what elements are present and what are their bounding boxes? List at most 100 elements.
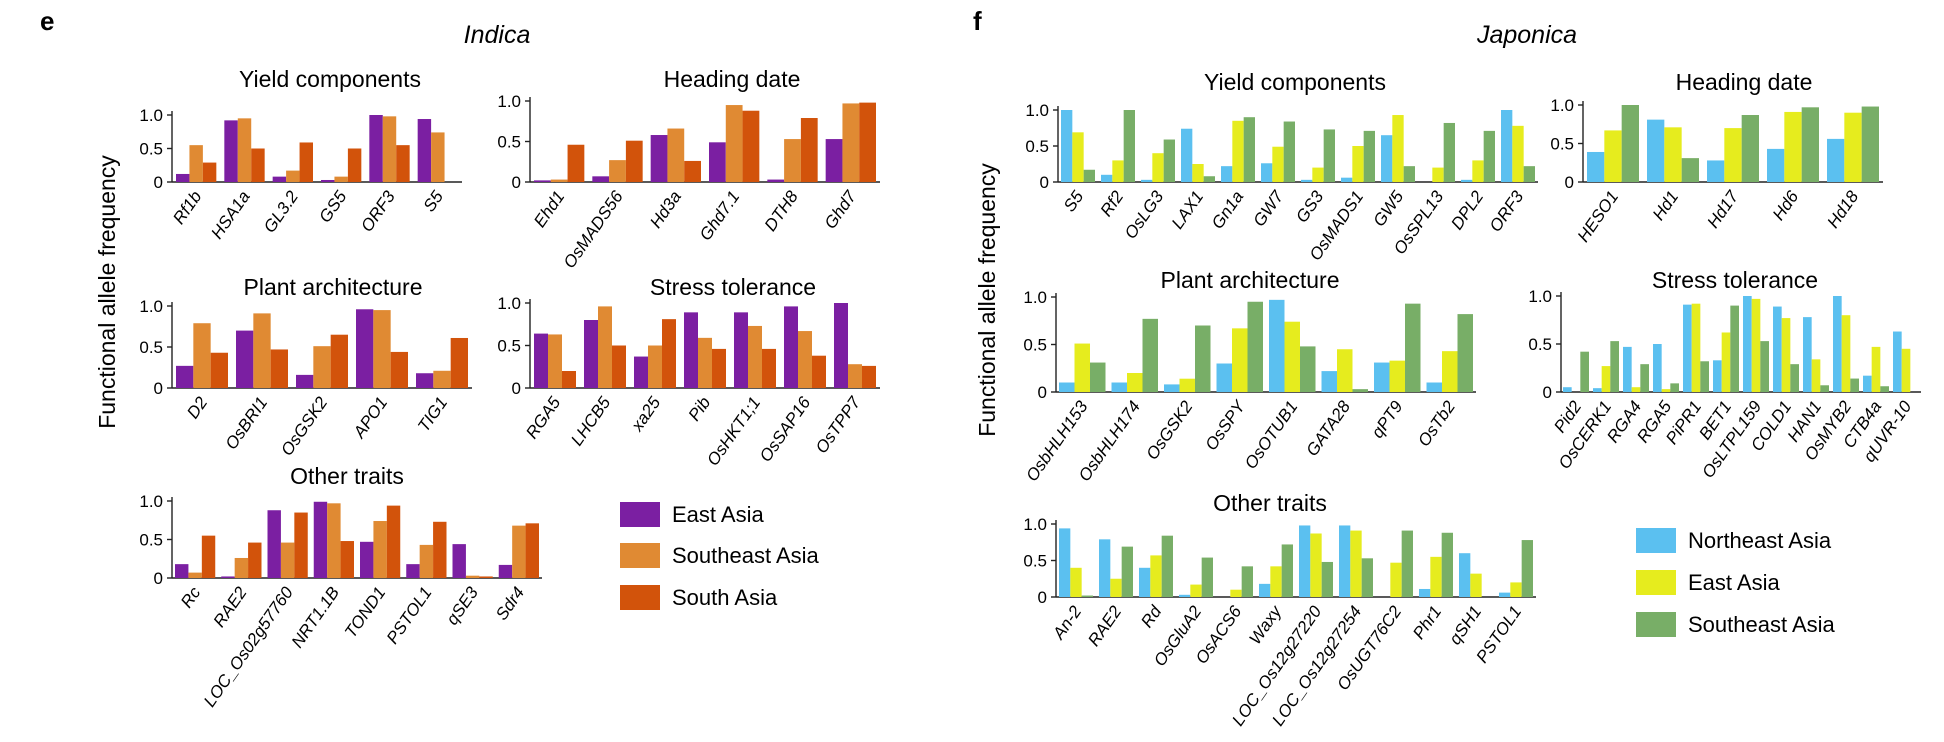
bar-ostpp7-south-asia — [862, 365, 876, 388]
bar-qpt9-east-asia — [1389, 360, 1405, 392]
bar-hd1-east-asia — [1664, 127, 1682, 182]
x-tick-label: LHCB5 — [567, 393, 614, 449]
legend-swatch-east-asia — [620, 502, 660, 527]
bar-oshkt1-1-south-asia — [762, 348, 776, 388]
bar-tig1-southeast-asia — [433, 370, 451, 388]
bar-gl3-2-southeast-asia — [286, 170, 300, 182]
chart-title: Plant architecture — [244, 274, 423, 300]
chart-e-yield-components: Yield components 0 0.5 1.0 Rf1b HSA1a GL3.2 GS5… — [139, 66, 462, 242]
x-tick-label: Rf2 — [1097, 187, 1128, 220]
y-tick-label: 0 — [1038, 383, 1047, 402]
panel-label-f: f — [973, 6, 982, 36]
bar-osugt76c2-southeast-asia — [1401, 530, 1413, 597]
bar-rga4-east-asia — [1631, 387, 1641, 392]
x-tick-label: HESO1 — [1574, 187, 1623, 245]
y-tick-label: 1.0 — [139, 492, 163, 511]
bar-orf3-southeast-asia — [1523, 166, 1535, 182]
x-tick-label: qPT9 — [1368, 397, 1407, 442]
bar-rga5-south-asia — [562, 371, 576, 388]
legend-label-east-asia-japonica: East Asia — [1688, 570, 1780, 595]
x-tick-label: OsGSK2 — [1142, 397, 1196, 463]
bar-hsa1a-southeast-asia — [237, 118, 252, 182]
bar-ghd7-south-asia — [859, 102, 876, 182]
bar-s5-east-asia — [417, 119, 432, 182]
bar-phr1-east-asia — [1430, 556, 1442, 597]
x-tick-label: ORF3 — [357, 187, 399, 235]
bar-osglua2-east-asia — [1190, 584, 1202, 597]
bar-ostpp7-southeast-asia — [848, 364, 862, 388]
x-tick-label: Hd1 — [1649, 187, 1682, 223]
legend-swatch-northeast-asia — [1636, 528, 1676, 553]
y-tick-label: 0.5 — [1023, 336, 1047, 355]
chart-e-other-traits: Other traits 0 0.5 1.0 Rc RAE2LOC_Os02g57760N… — [139, 463, 542, 710]
x-tick-label: DTH8 — [761, 187, 802, 235]
x-tick-label: OsOTUB1 — [1241, 397, 1302, 472]
bar-waxy-northeast-asia — [1259, 583, 1271, 597]
bar-pid2-northeast-asia — [1563, 387, 1572, 392]
y-tick-label: 0.5 — [1025, 137, 1049, 156]
panel-title-indica: Indica — [464, 21, 531, 49]
y-tick-label: 0 — [154, 569, 163, 588]
x-tick-label: OsTb2 — [1414, 397, 1459, 450]
bar-rae2-east-asia — [1110, 578, 1122, 597]
bar-hd17-northeast-asia — [1707, 160, 1725, 182]
bar-ghd7-southeast-asia — [842, 103, 860, 182]
x-tick-label: Waxy — [1246, 601, 1287, 648]
bar-rf2-east-asia — [1112, 160, 1124, 182]
bar-dpl2-southeast-asia — [1483, 130, 1495, 182]
bar-gl3-2-east-asia — [272, 176, 287, 182]
bar-osglua2-southeast-asia — [1201, 557, 1213, 597]
bar-rf1b-south-asia — [202, 162, 217, 182]
x-tick-label: Hd3a — [646, 187, 685, 231]
bar-osspl13-east-asia — [1432, 167, 1444, 182]
x-tick-label: GATA28 — [1303, 397, 1355, 460]
bar-rf2-southeast-asia — [1123, 110, 1135, 182]
bar-osbhlh153-northeast-asia — [1059, 382, 1075, 392]
bar-ghd7-1-southeast-asia — [725, 105, 743, 182]
bar-rae2-southeast-asia — [1121, 546, 1133, 597]
chart-title: Heading date — [1676, 69, 1813, 95]
bar-osmyb2-northeast-asia — [1833, 296, 1842, 392]
bar-an-2-east-asia — [1070, 567, 1082, 597]
x-tick-label: HSA1a — [207, 187, 253, 242]
bar-oscerk1-east-asia — [1601, 366, 1611, 392]
bar-sdr4-southeast-asia — [512, 525, 526, 578]
bar-qse3-south-asia — [479, 576, 493, 578]
bar-gn1a-northeast-asia — [1221, 166, 1233, 182]
bar-apo1-south-asia — [390, 351, 408, 388]
bar-gw5-east-asia — [1392, 115, 1404, 182]
x-tick-label: qSH1 — [1445, 602, 1485, 648]
bar-osbri1-south-asia — [270, 349, 288, 388]
bar-hd1-northeast-asia — [1647, 119, 1665, 182]
bar-quvr-10-northeast-asia — [1893, 331, 1902, 392]
bar-qpt9-southeast-asia — [1405, 303, 1421, 392]
bar-han1-southeast-asia — [1820, 385, 1829, 392]
bar-dth8-south-asia — [800, 118, 818, 182]
bar-pid2-southeast-asia — [1580, 351, 1589, 392]
bar-bet1-east-asia — [1721, 332, 1731, 392]
y-tick-label: 1.0 — [1025, 101, 1049, 120]
bar-osbhlh174-east-asia — [1127, 373, 1143, 392]
bar-orf3-east-asia — [1512, 125, 1524, 182]
y-tick-label: 1.0 — [139, 106, 163, 125]
bar-gs3-east-asia — [1312, 167, 1324, 182]
bar-tig1-south-asia — [450, 337, 468, 388]
x-tick-label: Pib — [685, 393, 715, 424]
bar-loc-os02g57760-south-asia — [294, 512, 308, 578]
bar-ghd7-1-east-asia — [709, 142, 726, 182]
bar-osspy-northeast-asia — [1216, 363, 1232, 392]
chart-f-plant-architecture: Plant architecture00.51.0OsbHLH153OsbHLH… — [1022, 267, 1476, 485]
bar-osgsk2-northeast-asia — [1164, 384, 1180, 392]
bar-qse3-east-asia — [452, 544, 466, 578]
x-tick-label: D2 — [183, 393, 211, 422]
bar-osbhlh174-southeast-asia — [1142, 318, 1158, 392]
bar-pstol1-east-asia — [406, 564, 420, 578]
legend-japonica: Northeast Asia East Asia Southeast Asia — [1636, 528, 1836, 637]
bar-osgsk2-east-asia — [1179, 378, 1195, 392]
bar-pib-southeast-asia — [698, 337, 712, 388]
bar-rae2-northeast-asia — [1099, 539, 1111, 597]
bar-han1-east-asia — [1811, 359, 1821, 392]
x-tick-label: OsBRI1 — [222, 393, 272, 453]
y-tick-label: 0.5 — [1023, 552, 1047, 571]
bar-hd6-east-asia — [1784, 111, 1802, 182]
